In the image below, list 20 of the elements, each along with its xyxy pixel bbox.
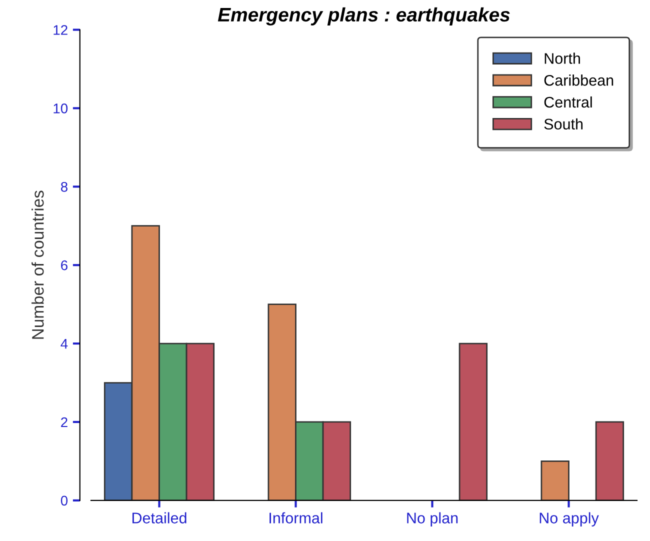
y-tick-label: 0 (60, 496, 68, 506)
y-tick-label: 2 (61, 417, 68, 428)
legend-label: Central (544, 96, 592, 108)
legend-label: South (544, 118, 583, 130)
bar (540, 460, 570, 500)
y-tick-label: 6 (61, 260, 68, 270)
x-tick-label: No apply (540, 512, 599, 526)
bar (595, 421, 624, 500)
y-tick-label: 12 (54, 25, 68, 35)
x-tick-label: No plan (407, 512, 458, 526)
y-tick-label: 4 (60, 339, 68, 349)
legend-label: North (544, 52, 580, 64)
bar (458, 342, 488, 500)
y-tick-label: 8 (60, 182, 68, 192)
x-tick-label: Detailed (132, 512, 186, 524)
y-tick-label: 10 (54, 104, 68, 114)
chart-title: Emergency plans : earthquakes (218, 7, 510, 26)
y-axis-title: Number of countries (32, 190, 44, 339)
legend-label: Caribbean (544, 74, 614, 86)
x-tick-label: Informal (270, 512, 322, 524)
